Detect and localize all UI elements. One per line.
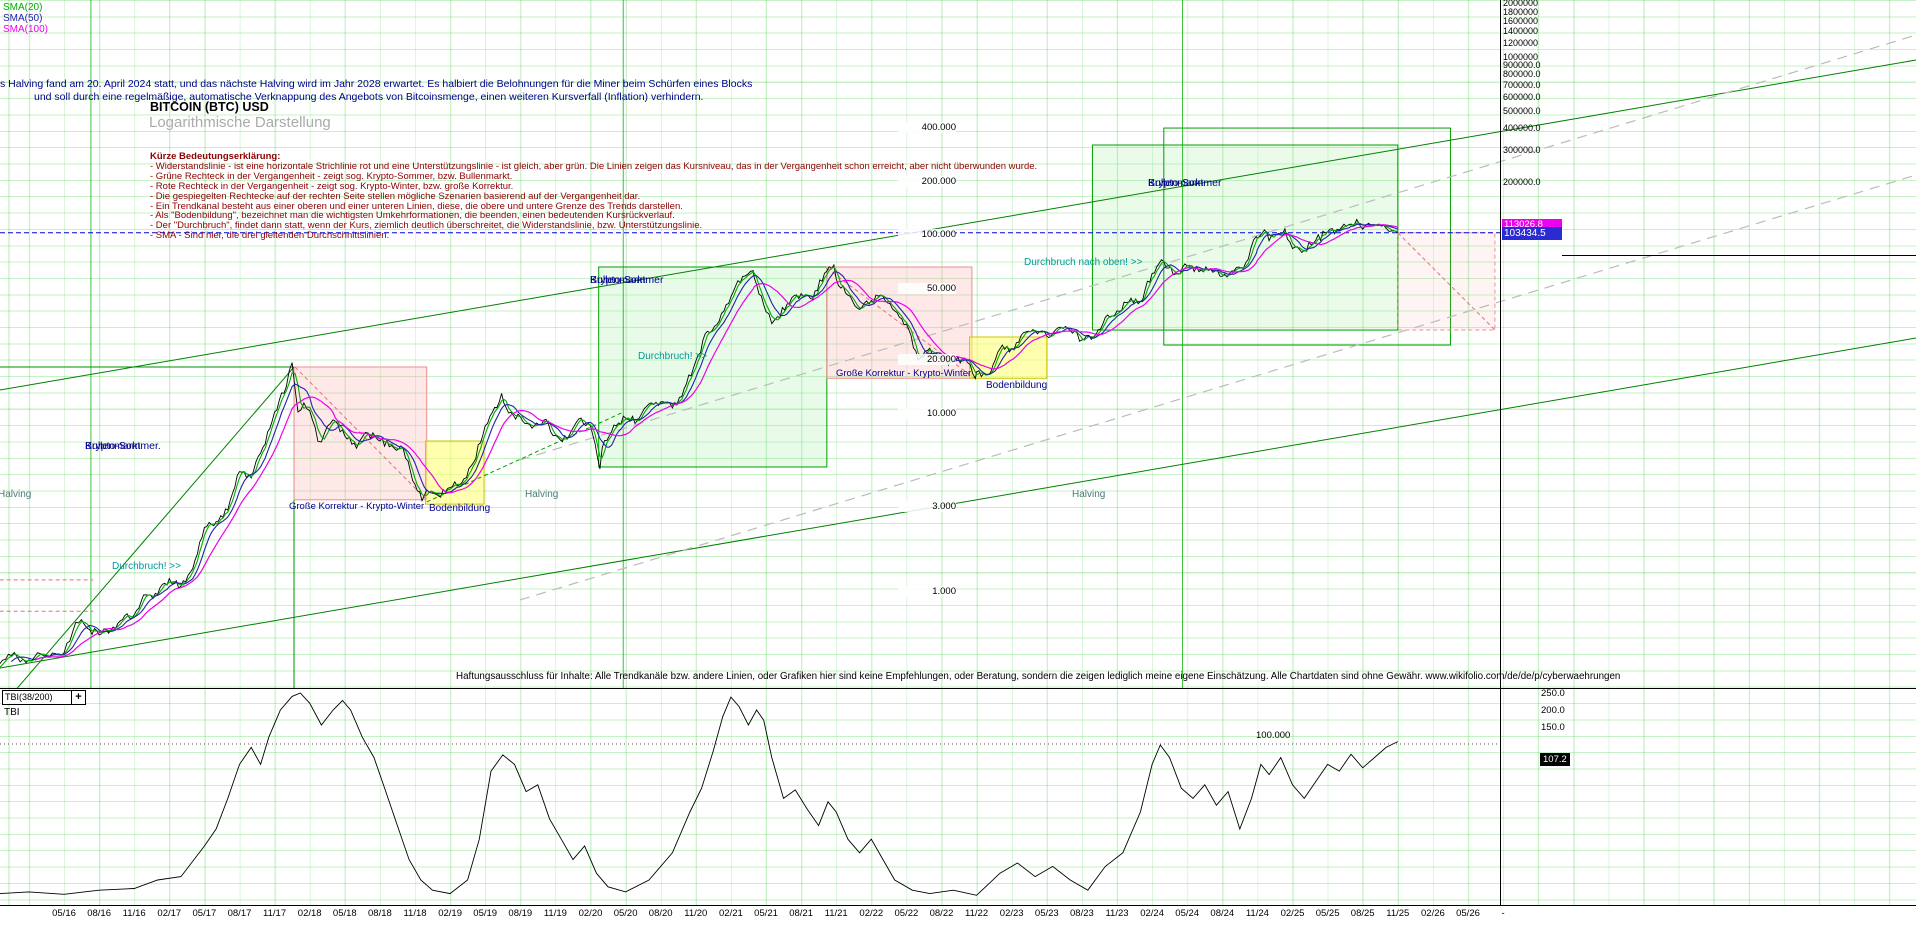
- x-axis-tick: 02/22: [859, 908, 884, 919]
- legend-sma100[interactable]: SMA(100): [3, 24, 49, 35]
- explanation-line: - Widerstandslinie - ist eine horizontal…: [150, 160, 1038, 172]
- x-axis-tick: -: [1501, 908, 1505, 919]
- x-axis-tick: 05/16: [52, 908, 76, 919]
- x-axis-tick: 11/17: [263, 908, 287, 919]
- explanation-line: - Die gespiegelten Rechtecke auf der rec…: [150, 190, 641, 202]
- right-axis-tick: 1200000: [1503, 37, 1539, 48]
- y-axis-tick: 1.000: [898, 586, 956, 597]
- right-axis-tick: 600000.0: [1503, 91, 1541, 102]
- x-axis-tick: 08/17: [227, 908, 252, 919]
- x-axis-tick: 11/23: [1105, 908, 1129, 919]
- y-axis-tick: 50.000: [898, 283, 956, 295]
- right-axis-tick: 300000.0: [1503, 145, 1541, 156]
- explanation-line: - Der "Durchbruch", findet dann statt, w…: [150, 220, 703, 232]
- x-axis-tick: 11/25: [1386, 908, 1410, 919]
- disclaimer-text: Haftungsausschluss für Inhalte: Alle Tre…: [456, 671, 1621, 682]
- indicator-legend: SMA(20) SMA(50) SMA(100): [3, 2, 48, 35]
- price-axis-line: [1500, 0, 1501, 905]
- legend-explanation-block: Kürze Bedeutungserklärung: - Widerstands…: [150, 152, 1037, 241]
- x-axis-tick: 02/24: [1140, 908, 1164, 919]
- x-axis-tick: 08/21: [789, 908, 813, 919]
- x-axis-tick: 02/21: [719, 908, 743, 919]
- explanation-title: Kürze Bedeutungserklärung:: [150, 151, 281, 162]
- halving-note-line1: s Halving fand am 20. April 2024 statt, …: [0, 78, 753, 90]
- chart-title: BITCOIN (BTC) USD: [150, 100, 269, 114]
- x-axis-tick: 08/23: [1070, 908, 1094, 919]
- explanation-lines: - Widerstandslinie - ist eine horizontal…: [150, 162, 1037, 241]
- tbi-axis-tick: 250.0: [1541, 688, 1565, 699]
- x-axis-tick: 05/24: [1175, 908, 1200, 919]
- explanation-line: - Ein Trendkanal besteht aus einer obere…: [150, 200, 683, 212]
- y-axis-tick: 400.000: [898, 122, 956, 134]
- x-axis-tick: 11/21: [824, 908, 848, 919]
- legend-sma20[interactable]: SMA(20): [3, 2, 43, 13]
- x-axis-tick: 05/26: [1456, 908, 1480, 919]
- right-axis-tick: 1400000: [1503, 26, 1539, 37]
- chart-subtitle: Logarithmische Darstellung: [149, 114, 331, 131]
- y-axis-tick: 3.000: [898, 500, 956, 512]
- y-axis-tick: 20.000: [898, 354, 956, 366]
- current-price-tag: 103434.5: [1502, 227, 1562, 240]
- y-axis-tick: 10.000: [898, 407, 956, 419]
- right-axis-tick: 1800000: [1503, 6, 1539, 17]
- right-axis-tick: 500000.0: [1503, 105, 1541, 116]
- x-axis-tick: 02/25: [1280, 908, 1305, 919]
- x-axis-tick: 05/25: [1315, 908, 1340, 919]
- x-axis-tick: 11/19: [543, 908, 567, 919]
- right-axis-tick: 1000000: [1503, 52, 1539, 63]
- right-margin-line: [1562, 255, 1916, 256]
- x-axis-tick: 02/26: [1421, 908, 1445, 919]
- tbi-level-label: 100.000: [1256, 730, 1291, 741]
- right-axis-tick: 400000.0: [1503, 123, 1541, 134]
- x-axis-tick: 11/22: [965, 908, 989, 919]
- tbi-axis-tick: 150.0: [1541, 722, 1565, 733]
- explanation-line: - Grüne Rechteck in der Vergangenheit - …: [150, 170, 513, 182]
- x-axis-tick: 05/19: [473, 908, 498, 919]
- tbi-label: TBI: [4, 707, 20, 718]
- halving-note-line2: und soll durch eine regelmäßige, automat…: [34, 91, 704, 103]
- x-axis-tick: 02/18: [297, 908, 322, 919]
- legend-sma50[interactable]: SMA(50): [3, 13, 43, 24]
- right-axis-tick: 200000.0: [1503, 176, 1541, 187]
- x-axis-tick: 05/20: [613, 908, 638, 919]
- x-axis-tick: 08/19: [508, 908, 533, 919]
- y-axis-tick: 200.000: [898, 175, 956, 187]
- x-axis-tick: 05/17: [192, 908, 217, 919]
- x-axis-tick: 11/24: [1245, 908, 1269, 919]
- x-axis-tick: 02/17: [157, 908, 182, 919]
- explanation-line: - SMA - Sind hier, die drei gleitenden D…: [150, 230, 390, 242]
- x-axis-tick: 05/22: [894, 908, 919, 919]
- x-axis-tick: 05/18: [332, 908, 357, 919]
- x-axis-tick: 05/23: [1034, 908, 1059, 919]
- y-axis-tick: 100.000: [898, 229, 956, 241]
- tbi-add-button[interactable]: +: [71, 690, 86, 705]
- x-axis-tick: 11/16: [122, 908, 146, 919]
- x-axis-line: [0, 905, 1916, 906]
- explanation-line: - Rote Rechteck in der Vergangenheit - z…: [150, 180, 514, 192]
- x-axis-tick: 02/23: [999, 908, 1024, 919]
- explanation-line: - Als "Bodenbildung", bezeichnet man die…: [150, 210, 675, 222]
- tbi-indicator-button[interactable]: TBI(38/200): [2, 690, 72, 705]
- x-axis-tick: 08/22: [929, 908, 954, 919]
- panel-separator-line: [0, 688, 1916, 689]
- x-axis-tick: 08/16: [87, 908, 111, 919]
- right-axis-tick: 800000.0: [1503, 69, 1541, 80]
- right-axis-tick: 1600000: [1503, 15, 1539, 26]
- x-axis-tick: 05/21: [754, 908, 778, 919]
- x-axis-tick: 08/25: [1350, 908, 1375, 919]
- x-axis-tick: 08/24: [1210, 908, 1235, 919]
- x-axis-tick: 02/20: [578, 908, 603, 919]
- x-axis-tick: 11/18: [403, 908, 427, 919]
- x-axis-tick: 08/18: [368, 908, 392, 919]
- tbi-axis-tick: 200.0: [1541, 705, 1565, 716]
- right-axis-tick: 900000.0: [1503, 60, 1541, 71]
- right-axis-tick: 2000000: [1503, 0, 1539, 9]
- tbi-current-value-tag: 107.2: [1540, 753, 1570, 766]
- chart-grid: [0, 0, 1916, 905]
- x-axis-tick: 11/20: [684, 908, 708, 919]
- x-axis-tick: 02/19: [438, 908, 462, 919]
- x-axis-tick: 08/20: [648, 908, 673, 919]
- right-axis-tick: 700000.0: [1503, 79, 1541, 90]
